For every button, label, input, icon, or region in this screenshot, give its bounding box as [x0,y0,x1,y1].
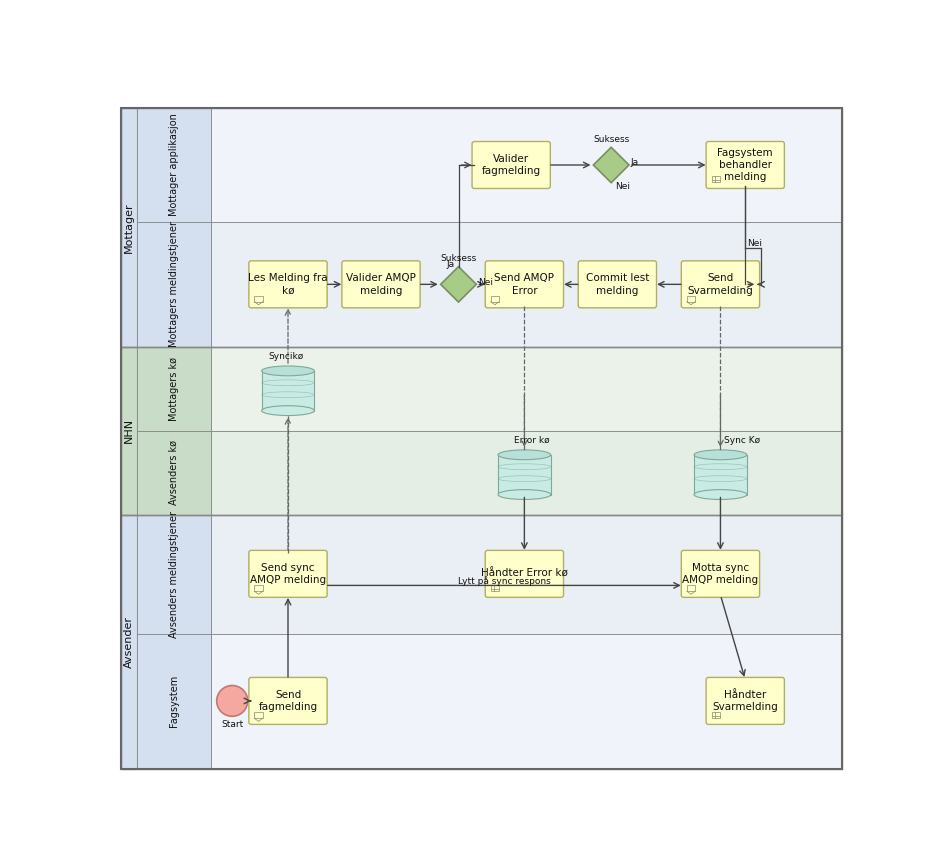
Text: Valider
fagmelding: Valider fagmelding [481,154,540,176]
Bar [211,431,842,515]
FancyBboxPatch shape [706,141,784,188]
Text: Send AMQP
Error: Send AMQP Error [494,273,555,295]
Text: Commit lest
melding: Commit lest melding [586,273,649,295]
Bar [255,585,263,591]
Text: Sync Kø: Sync Kø [724,436,760,445]
Bar [121,108,842,346]
Bar [121,108,137,346]
Text: Fagsystem
behandler
melding: Fagsystem behandler melding [717,148,773,182]
Ellipse shape [694,490,746,499]
Bar [211,108,842,222]
Text: Lytt på sync respons: Lytt på sync respons [458,576,551,587]
Text: Send
Svarmelding: Send Svarmelding [687,273,753,295]
FancyBboxPatch shape [249,550,327,597]
FancyBboxPatch shape [682,261,760,308]
Bar [255,712,263,718]
Bar [491,585,499,591]
Bar [137,431,211,515]
Bar [255,295,263,302]
Text: Nei: Nei [747,240,762,248]
Ellipse shape [694,450,746,460]
Text: Mottager applikasjon: Mottager applikasjon [168,114,179,216]
Bar [211,222,842,346]
Ellipse shape [498,450,551,460]
Bar [137,634,211,769]
Text: Mottagers kø: Mottagers kø [168,357,179,421]
Bar [137,222,211,346]
Text: Avsenders kø: Avsenders kø [168,440,179,505]
Bar [491,295,499,302]
Text: Suksess: Suksess [593,135,629,144]
Text: Avsenders meldingstjener: Avsenders meldingstjener [168,510,179,638]
Text: Motta sync
AMQP melding: Motta sync AMQP melding [682,562,759,585]
Text: Send sync
AMQP melding: Send sync AMQP melding [250,562,326,585]
Text: Les Melding fra
kø: Les Melding fra kø [248,273,328,295]
FancyBboxPatch shape [706,677,784,725]
Bar [687,585,696,591]
Text: Send
fagmelding: Send fagmelding [258,690,318,712]
Bar [687,295,696,302]
Text: Mottager: Mottager [124,202,134,253]
Ellipse shape [261,405,314,416]
Bar [121,515,137,769]
Text: Nei: Nei [478,278,493,286]
Text: Mottagers meldingstjener: Mottagers meldingstjener [168,221,179,347]
Text: Avsender: Avsender [124,615,134,667]
FancyBboxPatch shape [342,261,420,308]
Text: Syncikø: Syncikø [269,352,304,361]
Bar [694,455,746,495]
Polygon shape [593,148,629,182]
Polygon shape [441,266,477,302]
FancyBboxPatch shape [249,677,327,725]
Bar [211,346,842,431]
FancyBboxPatch shape [472,141,550,188]
FancyBboxPatch shape [682,550,760,597]
FancyBboxPatch shape [485,261,563,308]
Bar [121,346,137,515]
Bar [261,371,314,411]
Bar [712,176,720,182]
Ellipse shape [498,490,551,499]
Bar [121,515,842,769]
Bar [137,515,211,634]
Text: Valider AMQP
melding: Valider AMQP melding [346,273,415,295]
Bar [211,515,842,634]
Bar [498,455,551,495]
Text: Fagsystem: Fagsystem [168,675,179,727]
Circle shape [217,686,248,716]
Text: Suksess: Suksess [440,254,477,263]
Text: NHN: NHN [124,418,134,444]
Bar [712,712,720,718]
FancyBboxPatch shape [485,550,563,597]
Bar [211,634,842,769]
Bar [137,108,211,222]
Text: Ja: Ja [446,260,455,269]
Text: Ja: Ja [631,158,638,168]
Text: Håndter
Svarmelding: Håndter Svarmelding [713,690,778,712]
FancyBboxPatch shape [578,261,656,308]
Text: Håndter Error kø: Håndter Error kø [481,569,568,579]
Text: Nei: Nei [615,182,630,191]
Ellipse shape [261,366,314,376]
Text: Start: Start [221,720,243,728]
Bar [121,346,842,515]
FancyBboxPatch shape [249,261,327,308]
Text: Error kø: Error kø [513,436,549,445]
Bar [137,346,211,431]
